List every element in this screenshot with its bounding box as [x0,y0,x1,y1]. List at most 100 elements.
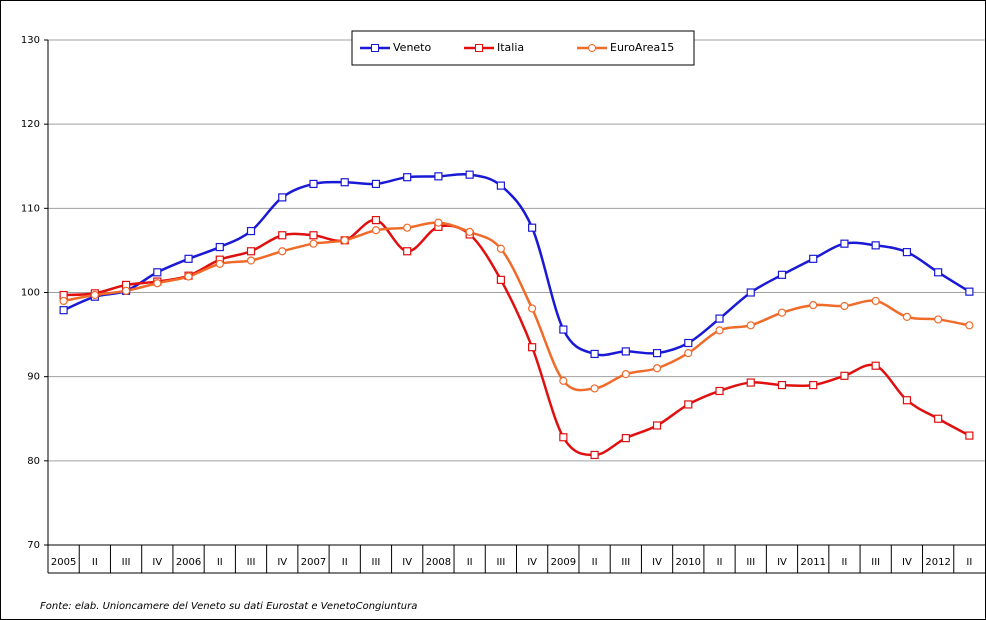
legend-box [351,30,695,66]
x-tick-label: II [841,557,847,568]
marker [246,256,256,265]
x-tick-label: IV [152,557,162,568]
x-tick-label: 2005 [51,557,76,568]
marker [371,216,381,225]
marker [434,218,443,227]
marker [528,223,537,232]
marker [871,361,880,370]
marker [746,321,755,330]
legend-marker [371,44,379,52]
marker [465,170,474,179]
x-tick-label: IV [902,557,912,568]
marker [840,301,849,311]
marker [403,173,412,182]
marker [403,223,412,232]
marker [246,226,256,236]
legend-marker [475,44,483,52]
x-tick-label: IV [277,557,287,568]
marker [715,314,724,323]
x-tick-label: III [621,557,630,568]
marker [215,242,224,252]
marker [340,236,349,245]
x-tick-label: II [592,557,598,568]
y-tick-label: 110 [21,203,40,214]
x-tick-label: III [746,557,755,568]
marker [621,434,630,443]
legend-label: Italia [497,41,524,54]
marker [278,193,287,202]
marker [559,325,568,334]
x-tick-label: III [372,557,381,568]
marker [309,231,318,240]
marker [590,450,599,460]
marker [559,433,568,442]
marker [684,349,693,358]
marker [59,296,68,306]
x-tick-label: II [217,557,223,568]
marker [934,315,943,324]
x-tick-label: 2009 [551,557,576,568]
marker [59,306,68,315]
x-tick-label: III [247,557,256,568]
marker [434,172,443,181]
marker [871,241,880,250]
x-tick-label: IV [402,557,412,568]
marker [559,376,568,385]
marker [90,290,99,300]
marker [621,347,630,356]
marker [684,400,693,409]
x-tick-label: 2006 [176,557,201,568]
x-tick-label: 2008 [426,557,451,568]
marker [871,296,880,306]
x-tick-label: II [717,557,723,568]
y-tick-label: 130 [21,35,40,46]
marker [309,239,318,248]
x-tick-label: 2012 [925,557,950,568]
marker [746,378,755,387]
x-tick-label: IV [777,557,787,568]
x-tick-label: 2010 [676,557,701,568]
marker [215,259,224,268]
source-note: Fonte: elab. Unioncamere del Veneto su d… [40,601,417,612]
x-tick-label: 2011 [800,557,825,568]
marker [840,239,849,248]
x-tick-label: IV [652,557,662,568]
y-tick-label: 70 [27,540,40,551]
marker [184,254,193,263]
marker [496,244,505,253]
x-tick-label: II [342,557,348,568]
marker [715,386,724,396]
legend-marker [588,44,596,52]
marker [278,231,287,240]
y-tick-label: 100 [21,288,40,299]
x-tick-label: 2007 [301,557,326,568]
marker [965,431,974,440]
marker [121,286,131,295]
marker [934,414,943,423]
marker [715,326,724,335]
marker [777,270,787,279]
marker [403,247,412,256]
marker [590,384,599,393]
marker [309,179,318,189]
marker [840,371,849,380]
marker [746,288,755,297]
marker [902,248,912,257]
marker [246,247,256,256]
marker [777,308,787,317]
marker [496,275,505,284]
marker [652,364,662,373]
marker [684,338,693,348]
marker [809,254,818,263]
marker [590,349,599,359]
y-tick-label: 80 [27,456,40,467]
marker [153,279,162,288]
marker [965,321,974,330]
marker [528,343,537,352]
x-tick-label: III [496,557,505,568]
marker [934,268,943,277]
marker [965,287,974,296]
x-tick-label: II [966,557,972,568]
